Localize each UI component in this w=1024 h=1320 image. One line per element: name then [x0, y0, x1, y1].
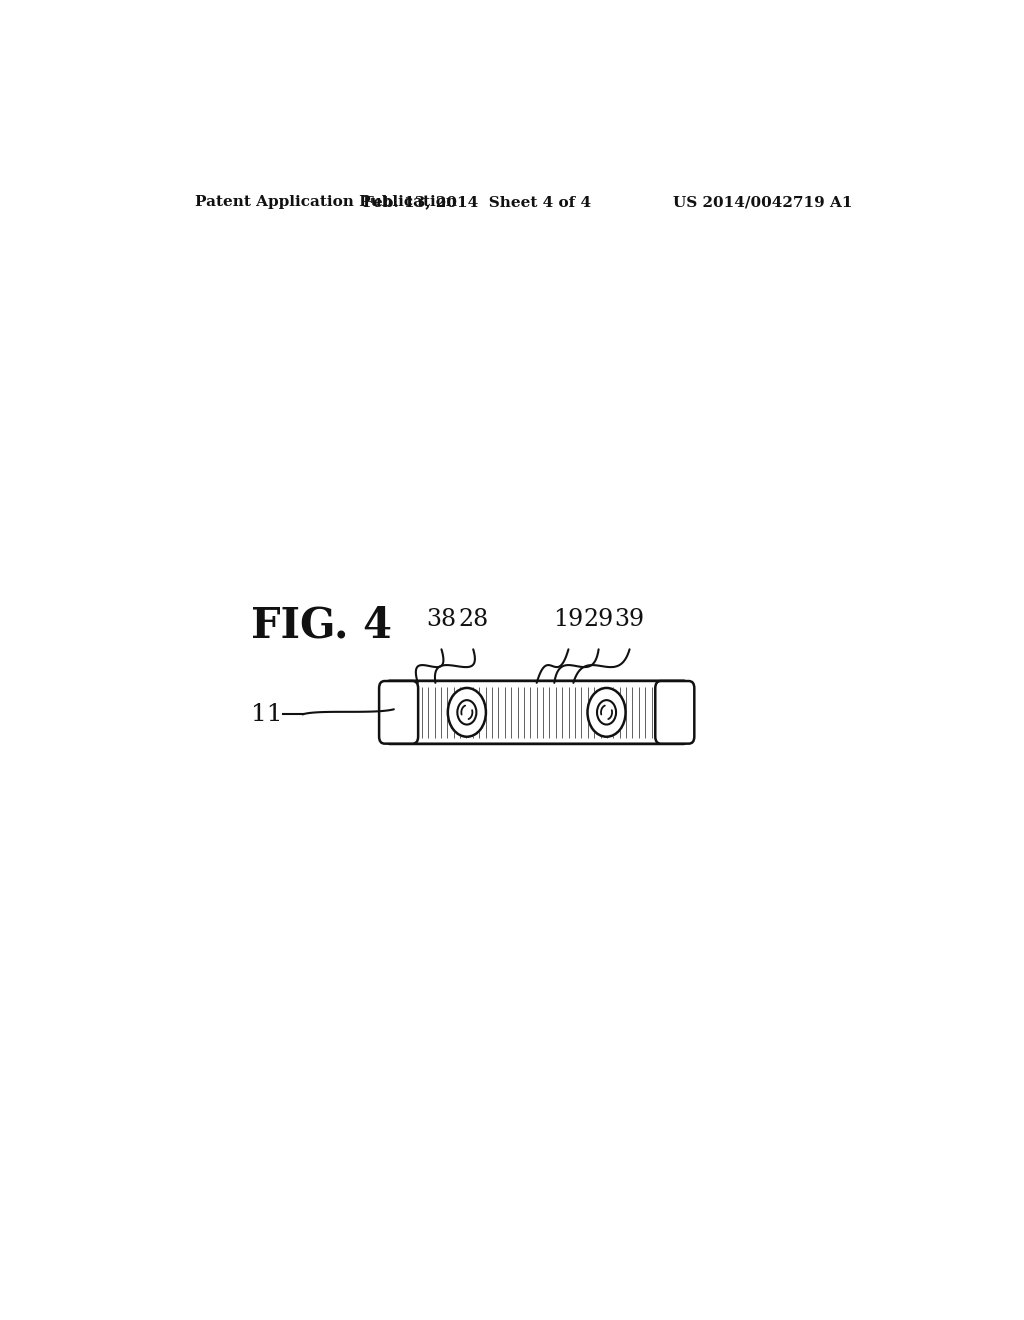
FancyBboxPatch shape: [379, 681, 418, 743]
Text: 29: 29: [584, 609, 613, 631]
Text: 19: 19: [553, 609, 584, 631]
Circle shape: [587, 686, 627, 738]
Text: 39: 39: [614, 609, 645, 631]
Text: 28: 28: [458, 609, 488, 631]
FancyBboxPatch shape: [387, 681, 686, 744]
Circle shape: [446, 686, 486, 738]
Circle shape: [458, 700, 476, 725]
Text: 11: 11: [251, 702, 283, 726]
Text: Patent Application Publication: Patent Application Publication: [196, 195, 458, 209]
Text: US 2014/0042719 A1: US 2014/0042719 A1: [673, 195, 853, 209]
Circle shape: [447, 688, 486, 737]
Text: Feb. 13, 2014  Sheet 4 of 4: Feb. 13, 2014 Sheet 4 of 4: [364, 195, 591, 209]
Circle shape: [597, 700, 616, 725]
Text: 38: 38: [426, 609, 457, 631]
FancyBboxPatch shape: [655, 681, 694, 743]
Text: FIG. 4: FIG. 4: [251, 605, 392, 647]
Circle shape: [588, 688, 626, 737]
